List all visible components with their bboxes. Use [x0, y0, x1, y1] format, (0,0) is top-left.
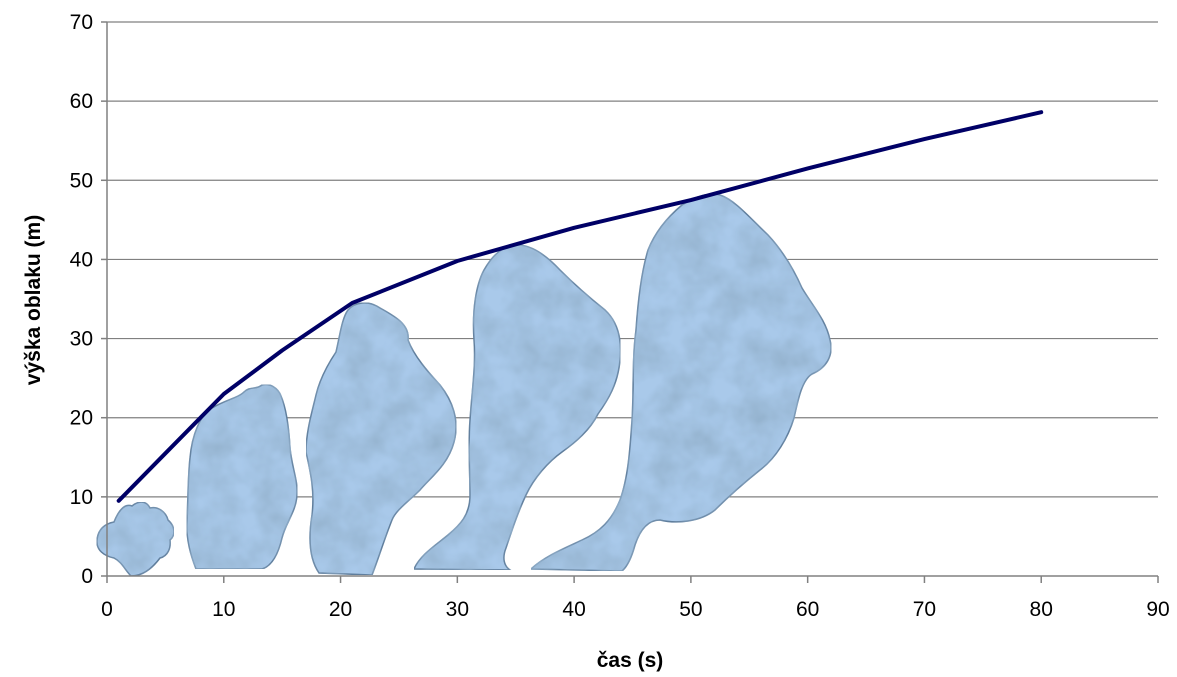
x-tick-label-50: 50	[679, 598, 702, 621]
y-tick-label-40: 40	[70, 248, 93, 271]
y-tick-label-70: 70	[70, 11, 93, 34]
y-tick-label-30: 30	[70, 328, 93, 351]
y-tick-label-0: 0	[81, 565, 93, 588]
cloud-5	[529, 193, 832, 572]
x-tick-label-90: 90	[1146, 598, 1169, 621]
x-tick-label-60: 60	[796, 598, 819, 621]
x-tick-label-30: 30	[446, 598, 469, 621]
cloud-4	[412, 244, 622, 571]
cloud-2	[186, 383, 298, 570]
cloud-illustrations	[96, 193, 832, 577]
axes	[101, 21, 1159, 583]
y-tick-label-10: 10	[70, 486, 93, 509]
cloud-3	[305, 302, 457, 576]
cloud-1	[96, 501, 175, 577]
line-series	[116, 110, 1044, 503]
x-tick-label-80: 80	[1030, 598, 1053, 621]
series-line-0	[116, 110, 1044, 503]
x-tick-label-20: 20	[329, 598, 352, 621]
x-tick-label-70: 70	[913, 598, 936, 621]
x-tick-label-10: 10	[212, 598, 235, 621]
y-tick-label-50: 50	[70, 169, 93, 192]
y-tick-label-20: 20	[70, 407, 93, 430]
tick-labels: 0 10 20 30 40 50 60 70 0 10 20 30 40 50 60 70 80 90	[70, 11, 1170, 621]
x-axis-title: čas (s)	[597, 649, 664, 672]
x-tick-label-0: 0	[101, 598, 113, 621]
y-axis-title: výška oblaku (m)	[22, 215, 45, 385]
x-tick-label-40: 40	[562, 598, 585, 621]
y-tick-label-60: 60	[70, 90, 93, 113]
